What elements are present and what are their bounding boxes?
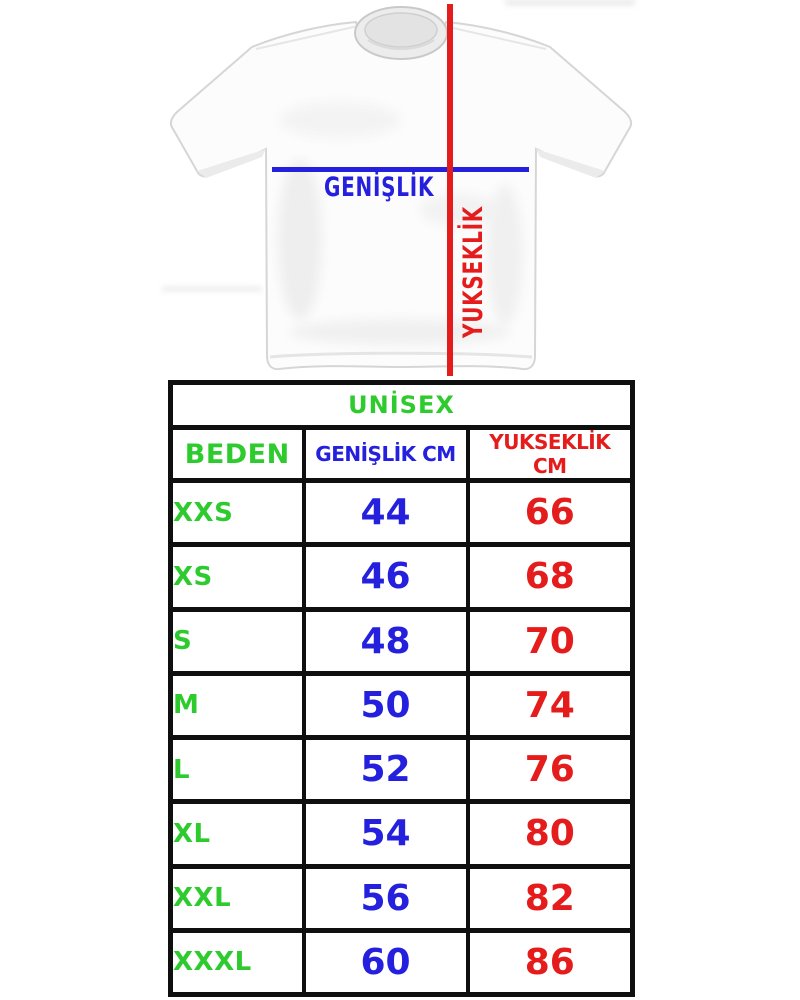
table-row-s: S 48 70 <box>168 606 635 676</box>
size-label: XXL <box>168 863 306 933</box>
photo-artifact <box>162 287 262 291</box>
table-row-xl: XL 54 80 <box>168 799 635 869</box>
width-measure-line <box>272 167 529 172</box>
height-measure-line <box>447 4 453 376</box>
size-label: M <box>168 670 306 741</box>
shoulder-seam-right <box>443 25 547 50</box>
width-value: 48 <box>301 606 470 676</box>
height-value: 74 <box>465 670 635 741</box>
column-header-size: BEDEN <box>168 425 306 483</box>
height-value: 66 <box>465 477 635 548</box>
tshirt-photo: GENİŞLİK YUKSEKLİK <box>0 0 800 385</box>
width-value: 52 <box>301 734 470 805</box>
height-value: 80 <box>465 799 635 869</box>
width-value: 56 <box>301 863 470 933</box>
table-row-xxl: XXL 56 82 <box>168 863 635 933</box>
width-value: 50 <box>301 670 470 741</box>
height-value: 76 <box>465 734 635 805</box>
size-label: L <box>168 734 306 805</box>
table-row-m: M 50 74 <box>168 670 635 741</box>
height-value: 70 <box>465 606 635 676</box>
sleeve-shadow-right <box>536 149 605 178</box>
size-label: XL <box>168 799 306 869</box>
height-measure-label: YUKSEKLİK <box>458 205 489 338</box>
width-measure-label: GENİŞLİK <box>324 172 435 203</box>
size-label: XXS <box>168 477 306 548</box>
size-label: S <box>168 606 306 676</box>
tshirt-collar <box>354 6 448 60</box>
width-value: 46 <box>301 542 470 612</box>
sleeve-shadow-left <box>197 149 266 178</box>
height-value: 68 <box>465 542 635 612</box>
table-title-row: UNİSEX <box>168 380 635 430</box>
size-label: XXXL <box>168 927 306 998</box>
table-title: UNİSEX <box>168 380 635 430</box>
height-value: 82 <box>465 863 635 933</box>
hem-seam <box>269 351 533 359</box>
table-header-row: BEDEN GENİŞLİK CM YUKSEKLİK CM <box>168 425 635 483</box>
photo-artifact <box>505 0 635 5</box>
tshirt-graphic <box>162 0 635 376</box>
height-value: 86 <box>465 927 635 998</box>
column-header-width: GENİŞLİK CM <box>301 425 470 483</box>
table-row-xxxl: XXXL 60 86 <box>168 927 635 998</box>
table-row-xxs: XXS 44 66 <box>168 477 635 548</box>
column-header-height: YUKSEKLİK CM <box>465 425 635 483</box>
fabric-shading <box>278 102 523 345</box>
width-value: 54 <box>301 799 470 869</box>
table-row-l: L 52 76 <box>168 734 635 805</box>
width-value: 60 <box>301 927 470 998</box>
table-row-xs: XS 46 68 <box>168 542 635 612</box>
width-value: 44 <box>301 477 470 548</box>
size-label: XS <box>168 542 306 612</box>
size-table: UNİSEX BEDEN GENİŞLİK CM YUKSEKLİK CM XX… <box>168 380 636 998</box>
shoulder-seam-left <box>255 25 359 50</box>
